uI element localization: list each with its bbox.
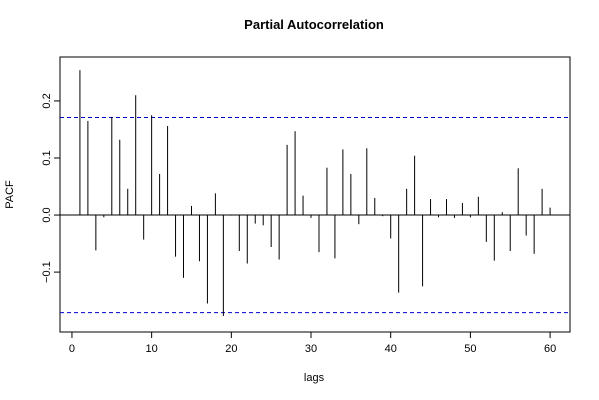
chart-title: Partial Autocorrelation	[244, 17, 384, 32]
y-tick-label: 0.2	[41, 93, 53, 108]
y-axis-label: PACF	[4, 180, 16, 209]
y-axis: −0.1 0.0 0.1 0.2	[41, 93, 60, 283]
x-axis: 0 10 20 30 40 50 60	[69, 332, 556, 355]
x-axis-label: lags	[304, 372, 325, 384]
y-tick-label: 0.0	[41, 207, 53, 222]
confidence-limits	[60, 116, 570, 314]
y-tick-label: −0.1	[41, 261, 53, 283]
x-tick-label: 50	[464, 343, 476, 355]
x-tick-label: 30	[305, 343, 317, 355]
pacf-bars	[79, 70, 551, 317]
x-tick-label: 40	[385, 343, 397, 355]
x-tick-label: 10	[146, 343, 158, 355]
y-tick-label: 0.1	[41, 150, 53, 165]
x-tick-label: 0	[69, 343, 75, 355]
x-tick-label: 60	[544, 343, 556, 355]
plot-frame	[59, 56, 571, 333]
x-tick-label: 20	[225, 343, 237, 355]
